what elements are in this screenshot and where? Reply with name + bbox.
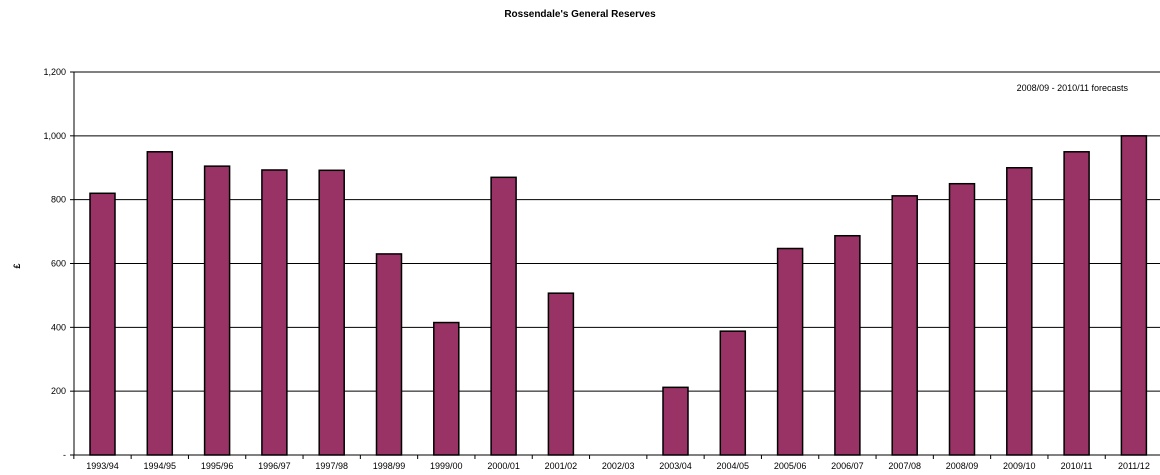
bar (1063, 151, 1090, 456)
x-tick-label: 2001/02 (545, 461, 578, 471)
x-tick-label: 1994/95 (144, 461, 177, 471)
x-tick-labels: 1993/94 1994/95 1995/96 1996/97 1997/98 1998/… (73, 455, 1150, 471)
y-tick-label: 400 (51, 322, 66, 332)
x-tick-label: 2005/06 (774, 461, 807, 471)
bar (1120, 135, 1148, 456)
y-tick-label: - (63, 450, 66, 460)
x-tick-label: 2011/12 (1118, 461, 1150, 471)
x-tick-label: 1993/94 (86, 461, 119, 471)
bar (433, 321, 460, 456)
x-tick-label: 2006/07 (831, 461, 864, 471)
x-tick-label: 1999/00 (430, 461, 463, 471)
x-tick-label: 2009/10 (1003, 461, 1036, 471)
x-tick-label: 1998/99 (373, 461, 406, 471)
x-tick-label: 2004/05 (717, 461, 750, 471)
bar (776, 247, 804, 456)
bar (203, 165, 231, 456)
bar (834, 234, 861, 456)
x-tick-label: 2010/11 (1061, 461, 1093, 471)
x-tick-label: 2008/09 (946, 461, 979, 471)
bar (1006, 167, 1033, 456)
forecast-annotation: 2008/09 - 2010/11 forecasts (1017, 83, 1129, 93)
x-tick-label: 2007/08 (888, 461, 921, 471)
bar (490, 176, 517, 456)
y-tick-label: 1,000 (43, 131, 66, 141)
x-tick-label: 1997/98 (315, 461, 348, 471)
bar (261, 169, 288, 456)
bar (318, 169, 345, 456)
x-tick-label: 2000/01 (487, 461, 520, 471)
bar (891, 195, 918, 456)
y-tick-label: 200 (51, 386, 66, 396)
y-tick-label: 600 (51, 259, 66, 269)
bars (89, 135, 1148, 456)
y-axis-label: £ (12, 263, 22, 268)
x-tick-label: 1995/96 (201, 461, 234, 471)
y-tick-labels: - 200 400 600 800 1,000 1,200 (43, 67, 74, 460)
x-tick-label: 2003/04 (659, 461, 692, 471)
y-tick-label: 800 (51, 195, 66, 205)
x-tick-label: 2002/03 (602, 461, 635, 471)
gridlines (74, 71, 1160, 392)
bar (375, 253, 403, 456)
chart-title: Rossendale's General Reserves (504, 9, 656, 20)
bar (719, 330, 747, 456)
bar (89, 192, 116, 456)
bar (547, 292, 575, 456)
bar (662, 386, 689, 456)
y-tick-label: 1,200 (43, 67, 66, 77)
bar (948, 182, 976, 456)
x-tick-label: 1996/97 (258, 461, 291, 471)
bar (146, 151, 174, 456)
